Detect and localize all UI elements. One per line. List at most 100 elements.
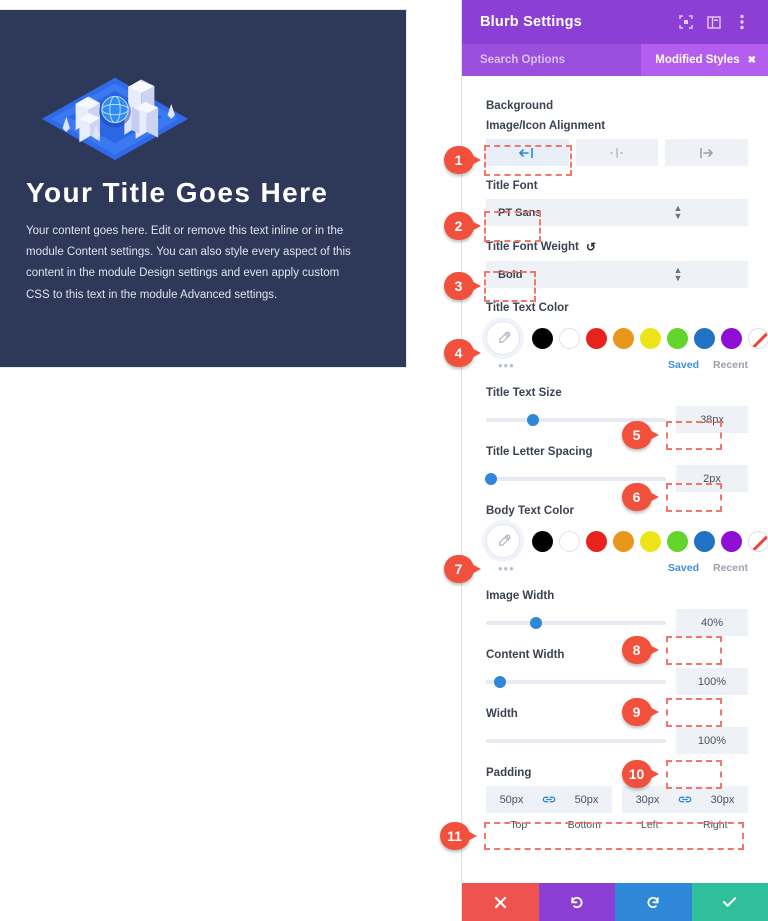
- padding-top-label: Top: [510, 819, 528, 831]
- search-options-bar[interactable]: Search Options Modified Styles ✖: [462, 44, 768, 76]
- swatch-transparent[interactable]: [748, 530, 768, 552]
- content-width-track[interactable]: [486, 675, 666, 688]
- more-options-icon[interactable]: •••: [498, 357, 515, 373]
- image-width-slider-row: 40%: [486, 609, 748, 636]
- marker-5: 5: [622, 421, 660, 449]
- swatch-orange[interactable]: [613, 327, 634, 349]
- swatch-transparent[interactable]: [748, 327, 768, 349]
- align-center-button[interactable]: [575, 139, 659, 166]
- panel-title: Blurb Settings: [480, 14, 582, 30]
- image-width-value[interactable]: 40%: [676, 609, 748, 636]
- more-options-icon[interactable]: •••: [498, 560, 515, 576]
- modified-styles-label: Modified Styles: [655, 54, 740, 66]
- slider-handle[interactable]: [530, 616, 543, 629]
- section-label-background: Background: [486, 100, 554, 112]
- undo-icon: [571, 896, 583, 908]
- label-title-text-size: Title Text Size: [486, 387, 562, 399]
- reset-icon[interactable]: ↺: [585, 240, 596, 254]
- label-content-width: Content Width: [486, 649, 565, 661]
- image-width-track[interactable]: [486, 616, 666, 629]
- modified-styles-filter[interactable]: Modified Styles ✖: [641, 44, 768, 76]
- close-icon: [494, 896, 506, 908]
- swatch-green[interactable]: [667, 327, 688, 349]
- align-right-button[interactable]: [665, 139, 749, 166]
- padding-right-label: Right: [702, 819, 728, 831]
- padding-bottom-input[interactable]: 50px: [561, 786, 612, 813]
- swatch-green[interactable]: [667, 530, 688, 552]
- title-font-select[interactable]: PT Sans ▲ ▼: [486, 199, 748, 226]
- layout-panel-icon[interactable]: [702, 10, 726, 34]
- content-width-slider-row: 100%: [486, 668, 748, 695]
- link-chain-icon[interactable]: [673, 786, 697, 813]
- eyedropper-button[interactable]: [486, 321, 520, 355]
- padding-fields: 50px 50px 30px: [486, 786, 748, 813]
- alignment-button-group: [486, 139, 749, 166]
- label-title-text-color: Title Text Color: [486, 302, 569, 314]
- swatch-white[interactable]: [559, 327, 580, 349]
- eyedropper-button[interactable]: [486, 524, 520, 558]
- redo-icon: [647, 896, 659, 908]
- width-slider-row: 100%: [486, 727, 748, 754]
- swatch-blue[interactable]: [694, 530, 715, 552]
- title-font-weight-select[interactable]: Bold ▲ ▼: [486, 261, 748, 288]
- marker-9: 9: [622, 698, 660, 726]
- swatch-blue[interactable]: [694, 327, 715, 349]
- slider-handle[interactable]: [485, 472, 498, 485]
- padding-left-input[interactable]: 30px: [622, 786, 673, 813]
- undo-button[interactable]: [538, 883, 615, 921]
- padding-left-label: Left: [640, 819, 659, 831]
- link-chain-icon[interactable]: [537, 786, 561, 813]
- swatch-purple[interactable]: [721, 327, 742, 349]
- swatch-yellow[interactable]: [640, 327, 661, 349]
- cancel-button[interactable]: [462, 883, 539, 921]
- title-text-size-slider-row: 38px: [486, 406, 748, 433]
- marker-11: 11: [440, 822, 478, 850]
- padding-right-input[interactable]: 30px: [697, 786, 748, 813]
- redo-button[interactable]: [615, 883, 692, 921]
- swatch-black[interactable]: [532, 530, 553, 552]
- marker-8: 8: [622, 636, 660, 664]
- marker-7: 7: [444, 555, 482, 583]
- swatch-purple[interactable]: [721, 530, 742, 552]
- title-text-size-value[interactable]: 38px: [676, 406, 748, 433]
- title-letter-spacing-track[interactable]: [485, 472, 666, 485]
- panel-action-bar: [462, 883, 768, 921]
- swatch-yellow[interactable]: [640, 530, 661, 552]
- preview-title: Your Title Goes Here: [26, 177, 329, 208]
- search-input-placeholder[interactable]: Search Options: [480, 54, 565, 66]
- swatch-red[interactable]: [586, 327, 607, 349]
- chevron-updown-icon: ▲ ▼: [673, 203, 683, 221]
- save-button[interactable]: [691, 883, 768, 921]
- recent-colors-tab[interactable]: Recent: [712, 562, 748, 574]
- label-width: Width: [486, 708, 518, 720]
- swatch-orange[interactable]: [613, 530, 634, 552]
- slider-handle[interactable]: [526, 413, 539, 426]
- swatch-black[interactable]: [532, 327, 553, 349]
- content-width-value[interactable]: 100%: [676, 668, 748, 695]
- title-letter-spacing-value[interactable]: 2px: [676, 465, 748, 492]
- label-body-text-color: Body Text Color: [486, 505, 574, 517]
- label-padding: Padding: [486, 767, 532, 779]
- marker-3: 3: [444, 272, 482, 300]
- width-value[interactable]: 100%: [676, 727, 748, 754]
- swatch-red[interactable]: [586, 530, 607, 552]
- close-icon[interactable]: ✖: [747, 54, 756, 66]
- marker-1: 1: [444, 146, 482, 174]
- align-left-button[interactable]: [486, 139, 569, 166]
- title-color-footer: ••• Saved Recent: [486, 357, 748, 373]
- label-title-font: Title Font: [486, 180, 538, 192]
- saved-colors-tab[interactable]: Saved: [668, 359, 699, 371]
- saved-colors-tab[interactable]: Saved: [668, 562, 699, 574]
- focus-target-icon[interactable]: [674, 10, 698, 34]
- slider-handle[interactable]: [494, 675, 507, 688]
- width-track[interactable]: [486, 738, 666, 743]
- label-title-font-weight: Title Font Weight ↺: [486, 240, 596, 254]
- recent-colors-tab[interactable]: Recent: [712, 359, 748, 371]
- padding-top-input[interactable]: 50px: [486, 786, 537, 813]
- swatch-white[interactable]: [559, 530, 580, 552]
- align-right-icon: [699, 147, 713, 158]
- module-preview: Your Title Goes Here Your content goes h…: [0, 10, 406, 367]
- padding-bottom-label: Bottom: [567, 819, 601, 831]
- more-vertical-icon[interactable]: [730, 10, 754, 34]
- title-text-size-track[interactable]: [486, 413, 666, 426]
